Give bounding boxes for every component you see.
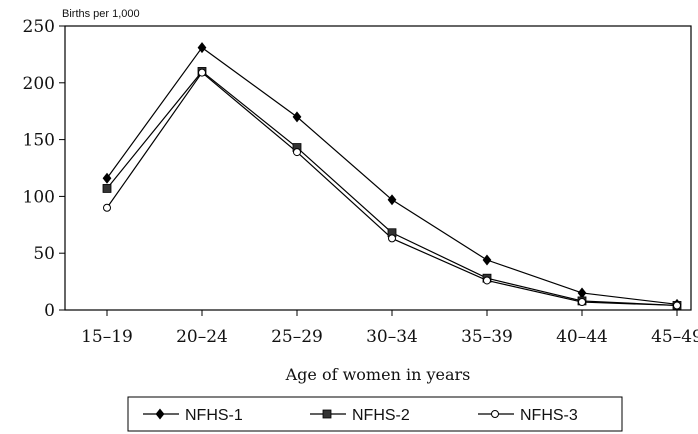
legend-label-3: NFHS-3 — [520, 407, 578, 424]
data-point-series-1 — [292, 111, 302, 123]
data-point-series-3 — [293, 148, 301, 157]
x-axis-label: Age of women in years — [285, 365, 471, 384]
data-point-series-3 — [673, 301, 681, 310]
y-axis-ticks: 0 50 100 150 200 250 — [23, 17, 65, 321]
series-line-3 — [106, 71, 678, 307]
y-tick-label: 100 — [23, 187, 55, 207]
x-tick-label: 40–44 — [556, 327, 608, 347]
y-tick-label: 200 — [23, 74, 55, 94]
y-tick-label: 0 — [44, 301, 55, 321]
x-tick-label: 25–29 — [271, 327, 323, 347]
y-tick-label: 250 — [23, 17, 55, 37]
plot-frame — [64, 25, 692, 311]
x-tick-label: 30–34 — [366, 327, 418, 347]
legend-marker-1 — [155, 408, 165, 420]
data-point-series-3 — [388, 234, 396, 243]
y-axis-label: Births per 1,000 — [62, 8, 140, 20]
legend-marker-2 — [322, 409, 332, 419]
data-point-series-3 — [103, 203, 111, 212]
x-tick-label: 45–49 — [651, 327, 698, 347]
series-line-2 — [106, 70, 678, 307]
x-tick-label: 35–39 — [461, 327, 513, 347]
data-point-series-2 — [102, 184, 112, 193]
data-point-series-3 — [578, 298, 586, 307]
legend-label-2: NFHS-2 — [352, 407, 410, 424]
data-point-series-3 — [483, 276, 491, 285]
data-point-series-1 — [197, 42, 207, 54]
data-point-series-1 — [102, 172, 112, 184]
x-tick-label: 15–19 — [81, 327, 133, 347]
legend-frame — [127, 396, 623, 432]
data-point-series-1 — [387, 194, 397, 206]
x-axis-ticks: 15–19 20–24 25–29 30–34 35–39 40–44 45–49 — [81, 310, 698, 347]
x-tick-label: 20–24 — [176, 327, 228, 347]
data-point-series-3 — [198, 68, 206, 77]
legend-marker-3 — [491, 410, 499, 418]
legend-label-1: NFHS-1 — [185, 407, 243, 424]
legend: NFHS-1 NFHS-2 NFHS-3 — [127, 396, 623, 432]
series-lines — [106, 46, 678, 307]
y-tick-label: 50 — [33, 244, 55, 264]
data-point-series-1 — [577, 287, 587, 299]
series-markers — [102, 42, 682, 310]
y-tick-label: 150 — [23, 131, 55, 151]
data-point-series-1 — [482, 254, 492, 266]
